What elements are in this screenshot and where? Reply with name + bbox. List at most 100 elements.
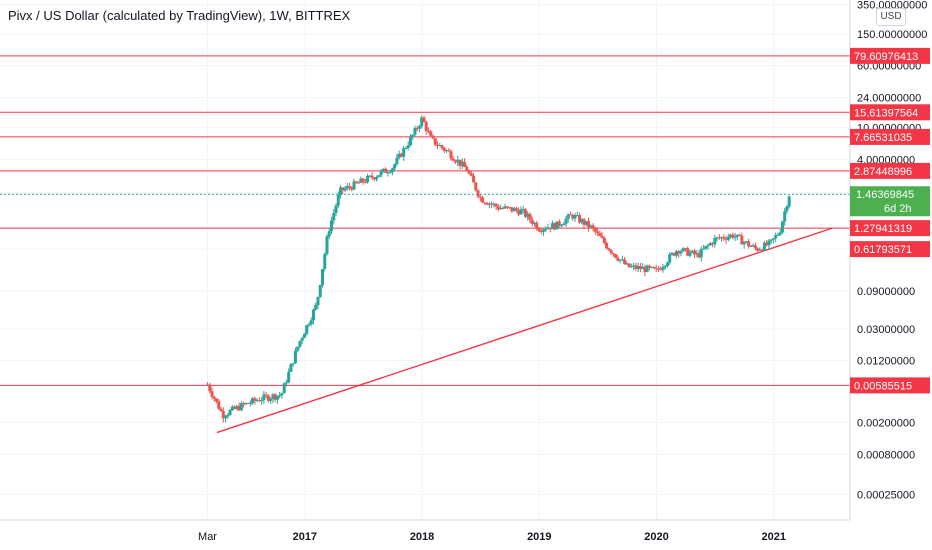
candle-body xyxy=(269,398,273,401)
candle-body xyxy=(607,248,611,251)
candle-body xyxy=(702,248,706,250)
candle-body xyxy=(647,265,651,268)
candle-body xyxy=(722,237,726,239)
candle-body xyxy=(343,188,347,191)
candle-body xyxy=(426,130,430,132)
candle-body xyxy=(665,262,669,266)
candle-body xyxy=(638,266,642,270)
candle-body xyxy=(325,236,329,254)
candle-body xyxy=(758,249,762,251)
candle-body xyxy=(316,296,320,305)
candle-body xyxy=(688,252,692,256)
level-price-tag xyxy=(850,47,930,64)
candle-body xyxy=(487,203,491,205)
candle-body xyxy=(724,238,728,240)
candle-body xyxy=(456,159,460,163)
candle-body xyxy=(528,213,532,220)
candle-body xyxy=(287,371,291,383)
candle-body xyxy=(273,394,277,400)
candle-body xyxy=(271,394,275,399)
candle-body xyxy=(309,320,313,325)
candle-body xyxy=(449,151,453,159)
candle-body xyxy=(348,186,352,188)
currency-button[interactable]: USD xyxy=(876,8,906,26)
candle-body xyxy=(381,168,385,172)
candle-body xyxy=(458,159,462,166)
candle-body xyxy=(501,208,505,210)
candle-body xyxy=(251,398,255,404)
candle-body xyxy=(663,265,667,268)
level-price-tag xyxy=(850,220,930,237)
candle-body xyxy=(323,253,327,270)
candle-body xyxy=(616,257,620,261)
candle-body xyxy=(618,259,622,261)
candle-body xyxy=(284,382,288,384)
time-axis[interactable]: Mar 2017 2018 2019 2020 2021 xyxy=(198,531,786,543)
candle-body xyxy=(379,171,383,176)
candle-body xyxy=(334,205,338,213)
candle-body xyxy=(377,175,381,177)
candle-body xyxy=(406,145,410,148)
candle-body xyxy=(762,242,766,251)
candle-body xyxy=(708,243,712,246)
candle-body xyxy=(305,325,309,334)
candle-body xyxy=(605,243,609,249)
candle-body xyxy=(411,134,415,137)
candle-body xyxy=(422,117,426,123)
candle-body xyxy=(751,245,755,247)
level-price-tag xyxy=(850,162,930,179)
candle-body xyxy=(386,172,390,174)
horizontal-levels[interactable] xyxy=(0,55,850,386)
candle-body xyxy=(566,214,570,219)
price-tags: 79.60976413 15.61397564 7.66531035 2.874489… xyxy=(850,47,930,394)
candle-body xyxy=(208,384,212,392)
candle-body xyxy=(731,234,735,238)
candle-body xyxy=(679,251,683,254)
candle-body xyxy=(262,394,266,401)
candle-body xyxy=(298,340,302,347)
candle-body xyxy=(469,173,473,176)
candle-body xyxy=(399,153,403,157)
candle-body xyxy=(521,209,525,211)
candle-body xyxy=(472,175,476,183)
x-tick-label: 2019 xyxy=(527,531,551,543)
level-price-label: 15.61397564 xyxy=(854,107,918,119)
candle-body xyxy=(523,209,527,217)
candle-body xyxy=(526,213,530,217)
candle-body xyxy=(535,222,539,229)
candle-body xyxy=(623,259,627,265)
candle-body xyxy=(307,324,311,326)
candle-body xyxy=(557,221,561,226)
candle-body xyxy=(562,223,566,226)
candle-body xyxy=(445,150,449,152)
candle-body xyxy=(530,219,534,224)
candle-body xyxy=(237,406,241,411)
candle-body xyxy=(641,267,645,270)
candle-body xyxy=(314,304,318,310)
level-price-label: 79.60976413 xyxy=(854,51,918,63)
candle-body xyxy=(463,161,467,167)
candle-body xyxy=(508,207,512,209)
candle-body xyxy=(582,219,586,225)
candle-body xyxy=(555,221,559,230)
candle-body xyxy=(206,384,210,386)
candle-body xyxy=(645,265,649,273)
candle-body xyxy=(368,175,372,177)
trend-line[interactable] xyxy=(216,227,833,434)
chart-title: Pivx / US Dollar (calculated by TradingV… xyxy=(8,8,351,23)
candle-body xyxy=(785,206,789,212)
candle-body xyxy=(652,266,656,269)
candle-body xyxy=(769,239,773,241)
candle-body xyxy=(517,210,521,215)
candle-body xyxy=(634,265,638,269)
candle-body xyxy=(742,242,746,245)
current-price-tag xyxy=(850,186,930,217)
candle-body xyxy=(384,168,388,173)
candle-body xyxy=(330,220,334,232)
candle-body xyxy=(584,221,588,225)
candle-body xyxy=(239,403,243,411)
y-tick-label: 350.00000000 xyxy=(857,0,927,12)
candle-body xyxy=(291,363,295,365)
candle-body xyxy=(512,208,516,212)
